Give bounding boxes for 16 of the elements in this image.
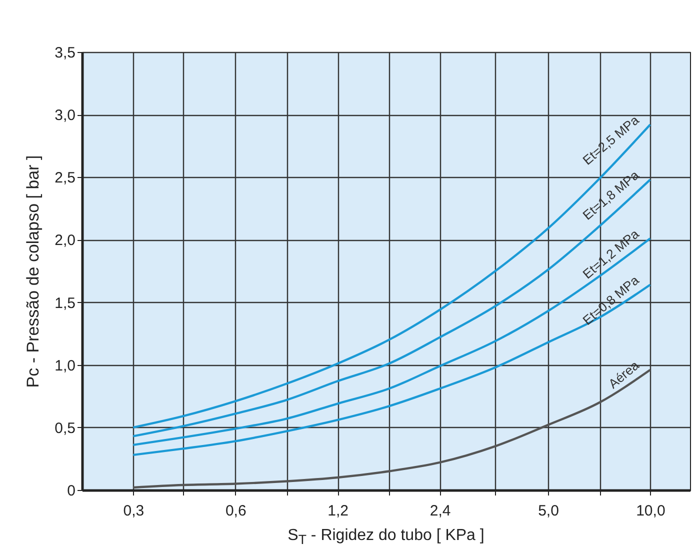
x-tick-label: 2,4 [430,502,451,520]
x-tick-label: 10,0 [636,502,666,520]
x-tick-label: 0,3 [123,502,144,520]
y-tick-label: 1,5 [54,294,76,312]
y-tick-label: 1,0 [54,357,76,374]
x-axis-title: S$_{T}$ - Rigidez do tubo [ KPa ] [286,527,486,548]
y-tick-label: 0,5 [54,420,76,437]
y-tick-label: 3,0 [54,107,76,124]
y-tick-label: 3,5 [54,44,76,62]
x-tick-label: 5,0 [538,502,559,520]
y-tick-label: 0 [67,482,76,500]
y-tick-label: 2,5 [54,170,76,187]
x-tick-label: 1,2 [328,502,349,520]
y-axis-title: Pc - Pressão de colapso [ bar ] [24,155,43,388]
x-tick-label: 0,6 [225,502,246,520]
y-tick-label: 2,0 [54,232,76,250]
